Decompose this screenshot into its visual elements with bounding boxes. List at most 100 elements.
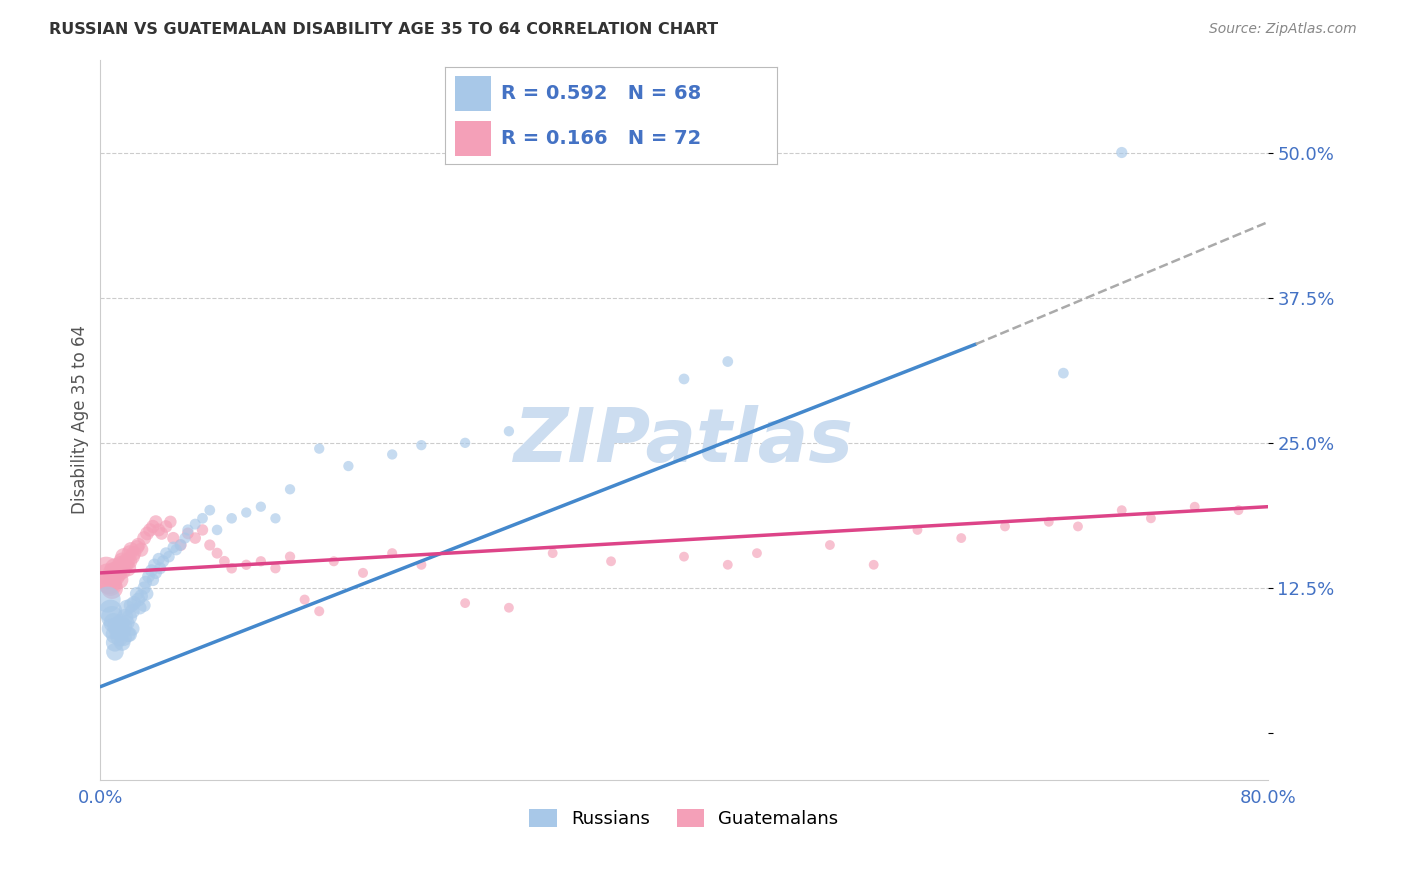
Point (148, 523, 170, 537)
Point (111, 624, 134, 638)
Point (127, 538, 149, 552)
Point (98, 575, 121, 590)
Point (134, 531, 156, 545)
Point (1184, 500, 1206, 514)
Point (672, 372, 695, 386)
Point (205, 523, 228, 537)
Point (250, 554, 273, 568)
Point (1111, 503, 1133, 517)
Point (111, 554, 134, 568)
Point (717, 354, 740, 368)
Point (104, 569, 127, 583)
Point (114, 558, 136, 572)
Point (1140, 511, 1163, 525)
Point (115, 615, 138, 630)
Point (110, 558, 132, 572)
Point (1227, 503, 1250, 517)
Point (169, 538, 191, 552)
Point (122, 546, 145, 560)
Point (1067, 519, 1090, 533)
Point (862, 558, 884, 572)
Point (184, 517, 207, 532)
Point (114, 610, 136, 624)
Point (105, 564, 128, 578)
Point (745, 546, 768, 560)
Point (157, 549, 180, 564)
Text: Source: ZipAtlas.com: Source: ZipAtlas.com (1209, 22, 1357, 37)
Point (129, 589, 152, 603)
Point (214, 554, 236, 568)
Point (950, 531, 973, 545)
Point (278, 549, 301, 564)
Point (235, 558, 257, 572)
Point (138, 569, 160, 583)
Point (250, 500, 273, 514)
Point (121, 549, 143, 564)
Point (112, 631, 135, 645)
Point (177, 526, 200, 541)
Text: RUSSIAN VS GUATEMALAN DISABILITY AGE 35 TO 64 CORRELATION CHART: RUSSIAN VS GUATEMALAN DISABILITY AGE 35 … (49, 22, 718, 37)
Point (110, 615, 132, 630)
Point (125, 587, 148, 601)
Point (103, 566, 125, 580)
Point (155, 519, 177, 533)
Point (162, 531, 184, 545)
Point (121, 622, 143, 636)
Point (104, 561, 127, 575)
Point (191, 511, 214, 525)
Point (139, 523, 162, 537)
Point (308, 442, 330, 456)
Point (143, 558, 166, 572)
Point (191, 523, 214, 537)
Point (104, 645, 127, 659)
Point (136, 526, 159, 541)
Point (184, 531, 207, 545)
Point (134, 599, 156, 613)
Point (96, 564, 118, 578)
Point (120, 599, 142, 613)
Point (264, 561, 287, 575)
Point (159, 515, 181, 529)
Point (97, 569, 120, 583)
Point (118, 610, 141, 624)
Point (120, 542, 142, 557)
Point (108, 631, 131, 645)
Point (198, 503, 221, 517)
Point (162, 541, 184, 555)
Point (148, 552, 170, 566)
Point (107, 624, 129, 638)
Point (149, 561, 172, 575)
Point (111, 564, 134, 578)
Point (1038, 515, 1060, 529)
Legend: Russians, Guatemalans: Russians, Guatemalans (522, 802, 846, 836)
Point (135, 575, 157, 590)
Point (145, 515, 167, 529)
Point (108, 573, 131, 587)
Point (118, 546, 141, 560)
Point (308, 604, 330, 618)
Point (145, 566, 167, 580)
Point (381, 447, 404, 461)
Point (112, 619, 135, 633)
Text: ZIPatlas: ZIPatlas (515, 405, 853, 478)
Point (101, 581, 124, 595)
Point (152, 554, 174, 568)
Point (129, 542, 152, 557)
Point (142, 519, 165, 533)
Point (118, 627, 141, 641)
Point (117, 627, 139, 641)
Point (411, 558, 433, 572)
Point (150, 526, 173, 541)
Point (174, 531, 197, 545)
Point (100, 604, 122, 618)
Point (118, 554, 141, 568)
Point (294, 592, 316, 607)
Point (127, 592, 149, 607)
Point (100, 577, 122, 591)
Point (104, 635, 127, 649)
Point (155, 546, 177, 560)
Point (115, 600, 138, 615)
Point (235, 506, 257, 520)
Point (177, 523, 200, 537)
Point (165, 542, 187, 557)
